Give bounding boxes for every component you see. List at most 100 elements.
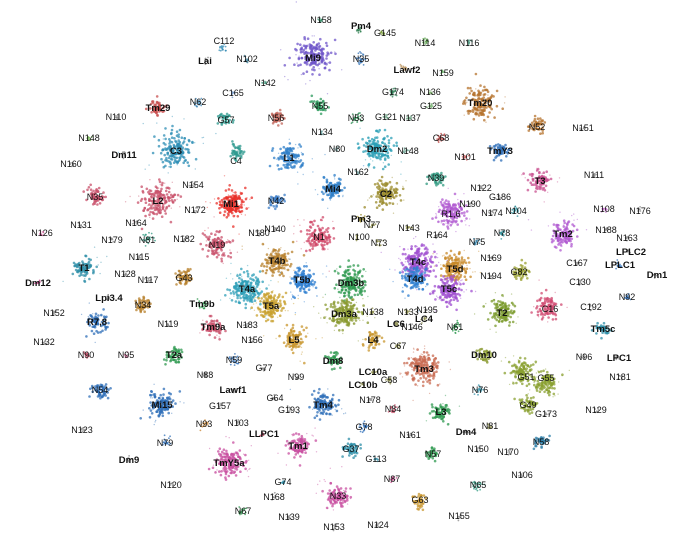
cluster-point xyxy=(314,286,318,290)
cluster-point xyxy=(372,166,376,169)
cluster-point xyxy=(215,202,218,205)
cluster-halo-point xyxy=(296,287,298,289)
cluster-point xyxy=(160,157,163,161)
cluster-point xyxy=(227,214,230,217)
cluster-point xyxy=(74,268,78,272)
cluster-halo-point xyxy=(178,142,180,144)
cluster-point xyxy=(244,302,248,306)
cluster-point xyxy=(434,216,438,219)
cluster-point xyxy=(286,268,290,272)
cluster-point xyxy=(315,43,319,47)
cluster-halo-point xyxy=(219,299,222,301)
cluster-point xyxy=(245,61,248,63)
cluster-halo-point xyxy=(504,96,506,98)
cluster-point xyxy=(181,142,185,145)
cluster-point xyxy=(357,52,360,55)
cluster-point xyxy=(530,183,534,186)
cluster-point xyxy=(302,287,305,291)
cluster-point xyxy=(539,132,542,135)
cluster-halo-point xyxy=(342,194,344,197)
cluster-c68 xyxy=(436,132,446,144)
cluster-point xyxy=(169,196,172,199)
cluster-point xyxy=(283,267,286,270)
cluster-point xyxy=(460,219,463,223)
cluster-point xyxy=(458,294,462,297)
cluster-point xyxy=(210,232,213,235)
cluster-point xyxy=(215,251,219,255)
cluster-point xyxy=(470,89,473,93)
cluster-point xyxy=(533,124,537,128)
cluster-point xyxy=(164,137,167,141)
cluster-point xyxy=(483,85,486,89)
cluster-point xyxy=(204,62,207,65)
cluster-point xyxy=(311,223,315,226)
cluster-point xyxy=(168,140,172,143)
cluster-halo-point xyxy=(164,196,166,198)
cluster-point xyxy=(431,217,434,220)
cluster-halo-point xyxy=(398,257,400,260)
cluster-halo-point xyxy=(445,222,447,224)
cluster-point xyxy=(410,115,412,118)
cluster-point xyxy=(398,271,402,274)
cluster-point xyxy=(443,71,446,73)
cluster-point xyxy=(175,130,179,133)
cluster-halo-point xyxy=(277,252,279,254)
cluster-point xyxy=(165,200,168,204)
cluster-point xyxy=(89,188,93,191)
cluster-point xyxy=(430,105,432,108)
cluster-point xyxy=(300,56,304,60)
cluster-point xyxy=(221,115,224,118)
cluster-halo-point xyxy=(485,121,487,123)
cluster-point xyxy=(463,102,467,105)
cluster-point xyxy=(277,270,280,273)
cluster-point xyxy=(305,249,308,253)
cluster-point xyxy=(383,34,385,36)
cluster-point xyxy=(464,271,468,275)
cluster-point xyxy=(199,100,201,103)
cluster-point xyxy=(97,186,101,190)
cluster-halo-point xyxy=(287,258,290,260)
cluster-point xyxy=(380,31,383,33)
cluster-point xyxy=(327,106,331,109)
cluster-point xyxy=(430,261,434,264)
cluster-halo-point xyxy=(297,219,299,221)
cluster-halo-point xyxy=(413,237,415,240)
cluster-point xyxy=(479,91,483,95)
cluster-point xyxy=(441,204,445,208)
cluster-halo-point xyxy=(265,269,268,272)
cluster-point xyxy=(181,146,185,149)
cluster-point xyxy=(582,127,585,130)
cluster-point xyxy=(232,119,235,122)
cluster-halo-point xyxy=(245,199,247,201)
cluster-point xyxy=(92,268,95,272)
cluster-halo-point xyxy=(241,276,243,278)
cluster-halo-point xyxy=(162,208,164,210)
cluster-point xyxy=(539,117,542,120)
cluster-halo-point xyxy=(321,219,324,222)
cluster-halo-point xyxy=(324,153,326,156)
cluster-halo-point xyxy=(254,281,257,283)
cluster-point xyxy=(267,206,271,210)
cluster-halo-point xyxy=(359,293,361,295)
cluster-point xyxy=(359,26,362,29)
cluster-point xyxy=(533,114,537,118)
cluster-point xyxy=(565,222,569,226)
cluster-halo-point xyxy=(90,265,92,268)
cluster-point xyxy=(223,210,227,213)
cluster-point xyxy=(172,148,175,152)
cluster-halo-point xyxy=(556,181,559,183)
cluster-point xyxy=(172,143,176,147)
cluster-point xyxy=(468,92,472,95)
cluster-point xyxy=(406,115,409,118)
cluster-halo-point xyxy=(402,286,404,289)
cluster-halo-point xyxy=(438,261,440,264)
cluster-halo-point xyxy=(311,35,313,37)
cluster-point xyxy=(305,265,308,268)
cluster-point xyxy=(231,121,235,124)
cluster-point xyxy=(320,60,324,63)
cluster-point xyxy=(476,94,479,97)
cluster-point xyxy=(167,156,171,160)
cluster-point xyxy=(394,94,397,96)
cluster-point xyxy=(488,111,491,114)
